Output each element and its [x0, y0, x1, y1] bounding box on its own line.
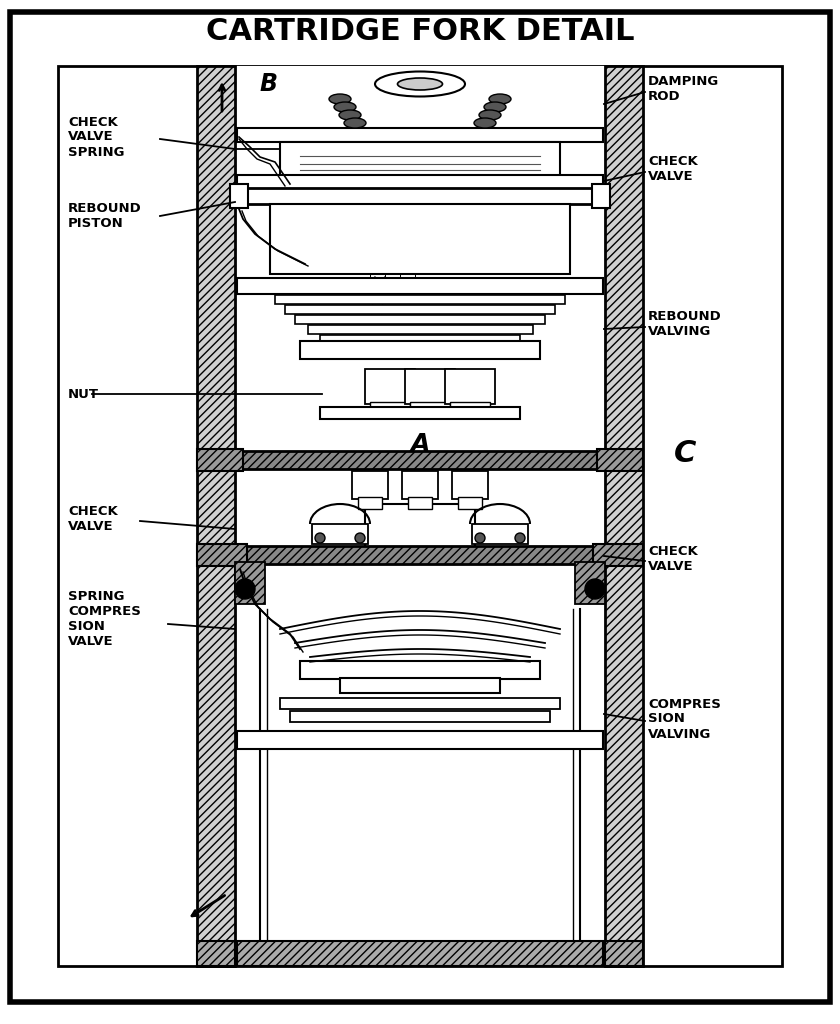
Ellipse shape	[479, 110, 501, 120]
Bar	[472, 524, 528, 544]
Bar	[197, 941, 235, 966]
Bar	[235, 451, 605, 469]
Bar	[365, 504, 475, 554]
Ellipse shape	[484, 102, 506, 112]
Bar	[300, 341, 540, 359]
Bar	[58, 66, 782, 966]
Bar	[575, 562, 605, 604]
Ellipse shape	[474, 118, 496, 128]
Circle shape	[235, 579, 255, 599]
Text: COMPRES
SION
VALVING: COMPRES SION VALVING	[648, 697, 721, 740]
Text: CHECK
VALVE: CHECK VALVE	[648, 545, 698, 573]
Text: B: B	[260, 72, 278, 96]
Bar	[270, 204, 570, 274]
Bar	[280, 142, 560, 176]
Text: SPRING
COMPRES
SION
VALVE: SPRING COMPRES SION VALVE	[68, 590, 141, 648]
Bar	[197, 544, 247, 566]
Bar	[235, 546, 605, 564]
Ellipse shape	[329, 94, 351, 104]
Ellipse shape	[397, 78, 443, 90]
Bar	[237, 278, 603, 294]
Text: DAMPING
ROD: DAMPING ROD	[648, 75, 719, 103]
Circle shape	[475, 534, 485, 543]
Bar	[410, 402, 450, 414]
Bar	[605, 66, 643, 966]
Bar	[237, 941, 603, 966]
Bar	[458, 497, 482, 509]
Bar	[593, 544, 643, 566]
Bar	[235, 562, 265, 604]
Ellipse shape	[334, 102, 356, 112]
Text: CHECK
VALVE: CHECK VALVE	[648, 155, 698, 183]
Bar	[370, 402, 410, 414]
Text: REBOUND
VALVING: REBOUND VALVING	[648, 310, 722, 338]
Bar	[312, 524, 368, 544]
Bar	[320, 335, 520, 344]
Bar	[450, 402, 490, 414]
Ellipse shape	[339, 110, 361, 120]
Ellipse shape	[344, 118, 366, 128]
Text: NUT: NUT	[68, 387, 99, 400]
Bar	[237, 128, 603, 142]
Bar	[285, 305, 555, 314]
Bar	[237, 175, 603, 189]
Text: REBOUND
PISTON: REBOUND PISTON	[68, 202, 142, 230]
Text: C: C	[674, 439, 696, 469]
Bar	[280, 698, 560, 709]
Circle shape	[515, 534, 525, 543]
Bar	[340, 678, 500, 693]
Bar	[197, 66, 235, 966]
Bar	[408, 497, 432, 509]
Text: CHECK
VALVE: CHECK VALVE	[68, 505, 118, 534]
Bar	[275, 295, 565, 304]
Bar	[405, 369, 455, 404]
Bar	[605, 941, 643, 966]
Ellipse shape	[489, 94, 511, 104]
Bar	[452, 471, 488, 499]
Bar	[197, 449, 243, 471]
Bar	[307, 325, 533, 334]
Circle shape	[585, 579, 605, 599]
Bar	[592, 184, 610, 208]
Bar	[333, 345, 507, 354]
Text: CARTRIDGE FORK DETAIL: CARTRIDGE FORK DETAIL	[206, 16, 634, 45]
Bar	[235, 66, 605, 966]
Bar	[352, 471, 388, 499]
Bar	[358, 497, 382, 509]
Bar	[295, 315, 545, 324]
Bar	[290, 711, 550, 722]
Circle shape	[355, 534, 365, 543]
Bar	[597, 449, 643, 471]
Bar	[230, 184, 248, 208]
Bar	[235, 188, 605, 204]
Bar	[365, 369, 415, 404]
Bar	[237, 731, 603, 749]
Bar	[300, 662, 540, 679]
Bar	[445, 369, 495, 404]
Text: A: A	[410, 432, 430, 456]
Ellipse shape	[375, 72, 465, 96]
Circle shape	[315, 534, 325, 543]
Text: CHECK
VALVE
SPRING: CHECK VALVE SPRING	[68, 116, 124, 159]
Bar	[402, 471, 438, 499]
Bar	[320, 407, 520, 419]
